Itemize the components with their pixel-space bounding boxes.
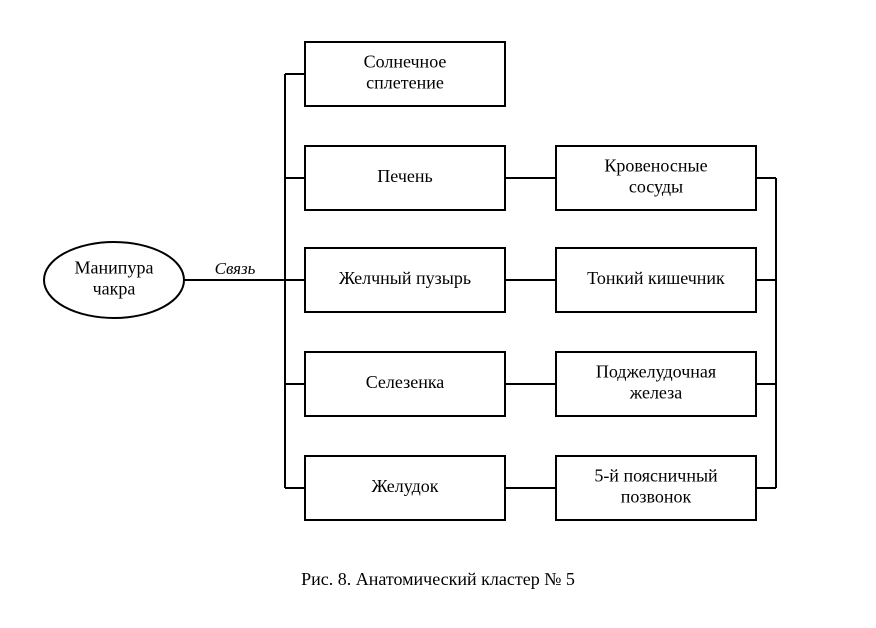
svg-text:Поджелудочная: Поджелудочная	[596, 362, 716, 382]
edge-label: Связь	[215, 259, 256, 278]
anatomical-cluster-diagram: Манипурачакра Связь Солнечноесплетение Пече…	[0, 0, 876, 628]
svg-text:сплетение: сплетение	[366, 73, 444, 93]
svg-text:Кровеносные: Кровеносные	[604, 156, 707, 176]
figure-caption: Рис. 8. Анатомический кластер № 5	[301, 569, 575, 589]
svg-text:Желудок: Желудок	[372, 476, 439, 496]
svg-text:5-й поясничный: 5-й поясничный	[594, 466, 718, 486]
svg-text:железа: железа	[629, 383, 682, 403]
svg-text:Желчный пузырь: Желчный пузырь	[339, 268, 471, 288]
svg-text:Селезенка: Селезенка	[366, 372, 445, 392]
svg-text:сосуды: сосуды	[629, 177, 683, 197]
svg-text:Манипура: Манипура	[75, 258, 154, 278]
svg-text:Печень: Печень	[377, 166, 432, 186]
svg-text:Солнечное: Солнечное	[364, 52, 447, 72]
svg-text:позвонок: позвонок	[621, 487, 692, 507]
svg-text:чакра: чакра	[93, 279, 136, 299]
svg-text:Тонкий кишечник: Тонкий кишечник	[587, 268, 725, 288]
